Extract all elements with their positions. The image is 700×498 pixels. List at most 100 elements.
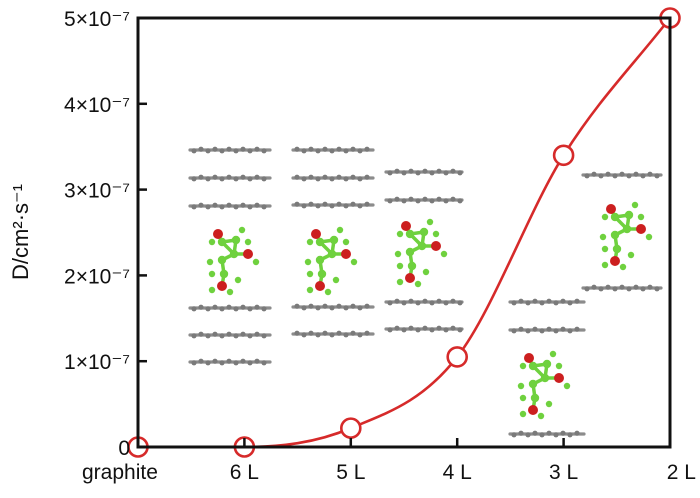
carbon-atom: [217, 255, 227, 265]
atom-light: [234, 276, 242, 284]
x-tick-label: 5 L: [336, 461, 365, 484]
data-point: [446, 346, 469, 368]
oxygen-atom: [311, 229, 321, 239]
oxygen-atom: [341, 249, 351, 259]
oxygen-atom: [217, 281, 227, 291]
atom-light: [238, 226, 246, 234]
oxygen-atom: [315, 281, 325, 291]
oxygen-atom: [243, 249, 253, 259]
carbon-atom: [231, 235, 241, 245]
carbon-atom: [528, 361, 538, 371]
x-tick-label: graphite: [82, 461, 158, 484]
data-point-markers: [127, 7, 681, 458]
y-tick-label: 1×10⁻⁷: [64, 351, 130, 374]
x-tick-label: 6 L: [230, 461, 259, 484]
x-tick-label: 2 L: [667, 461, 696, 484]
oxygen-atom: [636, 224, 646, 234]
atom-light: [549, 350, 557, 358]
atom-light: [394, 250, 402, 258]
carbon-atom: [315, 237, 325, 247]
axis-ticks: [136, 16, 672, 449]
atom-light: [426, 218, 434, 226]
oxygen-atom: [528, 405, 538, 415]
intercalated-molecule: [599, 201, 653, 271]
atom-light: [208, 286, 216, 294]
y-axis-label: D/cm²·s⁻¹: [8, 184, 33, 280]
oxygen-atom: [524, 353, 534, 363]
atom-light: [244, 238, 252, 246]
atom-light: [637, 213, 645, 221]
oxygen-atom: [610, 256, 620, 266]
graphene-layer: [384, 196, 464, 204]
intercalated-molecule: [517, 350, 571, 420]
graphene-layer: [384, 325, 464, 333]
atom-light: [563, 382, 571, 390]
carbon-atom: [612, 244, 622, 254]
intercalated-molecule: [206, 226, 260, 296]
data-point: [552, 144, 575, 167]
carbon-atom: [229, 249, 239, 259]
atom-light: [306, 270, 314, 278]
atom-light: [396, 278, 404, 286]
carbon-atom: [405, 229, 415, 239]
carbon-atom: [405, 247, 415, 257]
oxygen-atom: [606, 204, 616, 214]
data-point: [339, 417, 362, 439]
graphene-layer: [581, 171, 663, 179]
carbon-atom: [417, 241, 427, 251]
carbon-atom: [315, 255, 325, 265]
carbon-atom: [530, 393, 540, 403]
atom-light: [517, 382, 525, 390]
atom-light: [324, 288, 332, 296]
atom-light: [306, 286, 314, 294]
carbon-atom: [540, 373, 550, 383]
atom-light: [440, 250, 448, 258]
atom-light: [599, 233, 607, 241]
graphene-layer: [188, 304, 272, 312]
graphene-layer: [291, 201, 375, 209]
oxygen-atom: [554, 373, 564, 383]
carbon-atom: [327, 249, 337, 259]
atom-light: [306, 238, 314, 246]
carbon-atom: [624, 210, 634, 220]
carbon-atom: [622, 224, 632, 234]
intercalated-molecule: [304, 226, 358, 296]
y-tick-label: 5×10⁻⁷: [64, 8, 130, 31]
carbon-atom: [217, 237, 227, 247]
atom-light: [396, 262, 404, 270]
carbon-atom: [610, 230, 620, 240]
graphene-layer: [508, 326, 586, 334]
atom-light: [645, 233, 653, 241]
atom-light: [208, 270, 216, 278]
x-tick-label: 3 L: [549, 461, 578, 484]
intercalated-molecule: [394, 218, 448, 288]
atom-light: [627, 251, 635, 259]
y-tick-label: 3×10⁻⁷: [64, 180, 130, 203]
atom-light: [519, 394, 527, 402]
atom-light: [545, 400, 553, 408]
atom-light: [226, 288, 234, 296]
carbon-atom: [407, 261, 417, 271]
atom-light: [631, 201, 639, 209]
graphene-layer: [384, 168, 464, 176]
graphene-layer: [508, 298, 586, 306]
y-tick-label: 2×10⁻⁷: [64, 265, 130, 288]
atom-light: [336, 226, 344, 234]
graphene-layer: [188, 358, 272, 366]
atom-light: [414, 280, 422, 288]
atom-light: [555, 362, 563, 370]
atom-light: [396, 230, 404, 238]
carbon-atom: [528, 379, 538, 389]
axes: [136, 16, 672, 449]
atom-light: [601, 213, 609, 221]
graphene-layer: [291, 330, 375, 338]
graphene-layer: [508, 430, 586, 438]
graphene-layer: [291, 303, 375, 311]
graphene-layer: [188, 146, 272, 154]
carbon-atom: [317, 269, 327, 279]
carbon-atom: [542, 359, 552, 369]
atom-light: [601, 261, 609, 269]
atom-light: [432, 230, 440, 238]
x-tick-label: 4 L: [443, 461, 472, 484]
